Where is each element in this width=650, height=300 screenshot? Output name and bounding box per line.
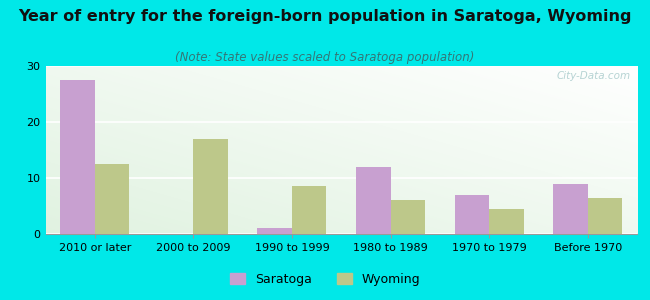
- Bar: [257, 228, 292, 234]
- Text: (Note: State values scaled to Saratoga population): (Note: State values scaled to Saratoga p…: [176, 51, 474, 64]
- Bar: [454, 195, 489, 234]
- Bar: [95, 164, 129, 234]
- Bar: [356, 167, 391, 234]
- Legend: Saratoga, Wyoming: Saratoga, Wyoming: [225, 268, 425, 291]
- Bar: [60, 80, 95, 234]
- Bar: [553, 184, 588, 234]
- Bar: [292, 186, 326, 234]
- Text: City-Data.com: City-Data.com: [557, 71, 631, 81]
- Text: Year of entry for the foreign-born population in Saratoga, Wyoming: Year of entry for the foreign-born popul…: [18, 9, 632, 24]
- Bar: [391, 200, 425, 234]
- Bar: [489, 209, 524, 234]
- Bar: [194, 139, 228, 234]
- Bar: [588, 198, 622, 234]
